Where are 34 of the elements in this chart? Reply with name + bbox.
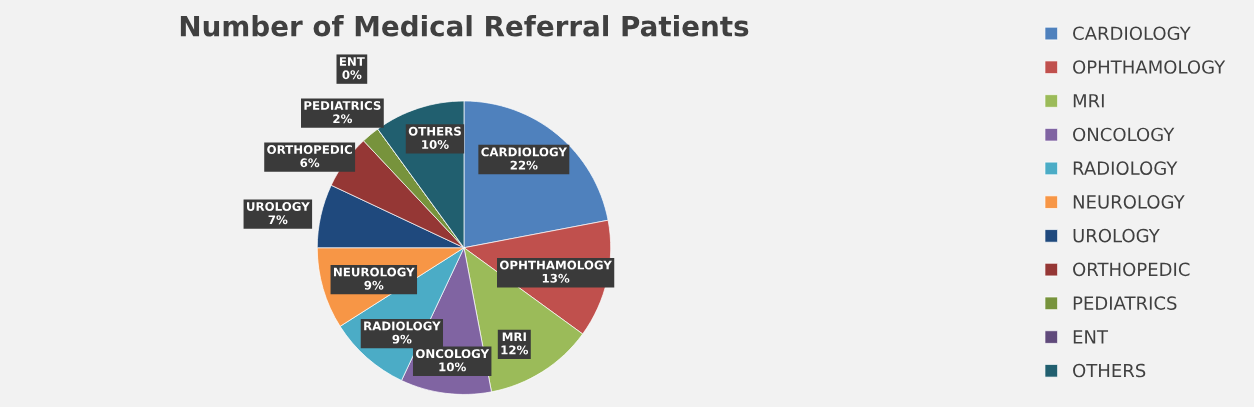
legend-label: OPHTHAMOLOGY [1073,60,1226,74]
legend-label: NEUROLOGY [1073,195,1185,209]
slice-label: NEUROLOGY [334,267,415,277]
data-label: 6% [300,158,320,168]
slice-label: CARDIOLOGY [481,147,568,157]
legend-label: ONCOLOGY [1073,127,1175,142]
slice-label: MRI [502,332,526,342]
legend-label: MRI [1073,94,1104,108]
legend-label: ENT [1073,330,1109,344]
slice-label: ORTHOPEDIC [267,145,352,154]
slice-label: OTHERS [408,126,461,136]
slice-label: OPHTHAMOLOGY [499,260,612,270]
chart-title: Number of Medical Referral Patients [180,15,749,37]
data-label: 9% [392,334,412,344]
legend-label: UROLOGY [1073,228,1160,243]
slice-label: ONCOLOGY [415,349,490,359]
data-label: 9% [364,280,384,290]
slice-label: PEDIATRICS [304,101,381,110]
data-label: 7% [268,215,288,225]
legend-label: RADIOLOGY [1073,161,1178,176]
data-label: 12% [501,345,529,355]
legend-label: ORTHOPEDIC [1073,262,1190,277]
data-label: 10% [422,139,449,149]
data-label: 2% [333,114,353,124]
slice-label: RADIOLOGY [364,321,441,331]
data-label: 13% [542,273,570,283]
legend-label: PEDIATRICS [1073,296,1177,310]
legend-label: CARDIOLOGY [1073,26,1191,41]
data-label: 22% [510,160,538,170]
slice-label: UROLOGY [247,202,310,211]
category-label: ENT [339,57,365,66]
data-label: 10% [439,362,466,372]
legend-label: OTHERS [1073,363,1146,378]
text: 0% [342,70,362,80]
